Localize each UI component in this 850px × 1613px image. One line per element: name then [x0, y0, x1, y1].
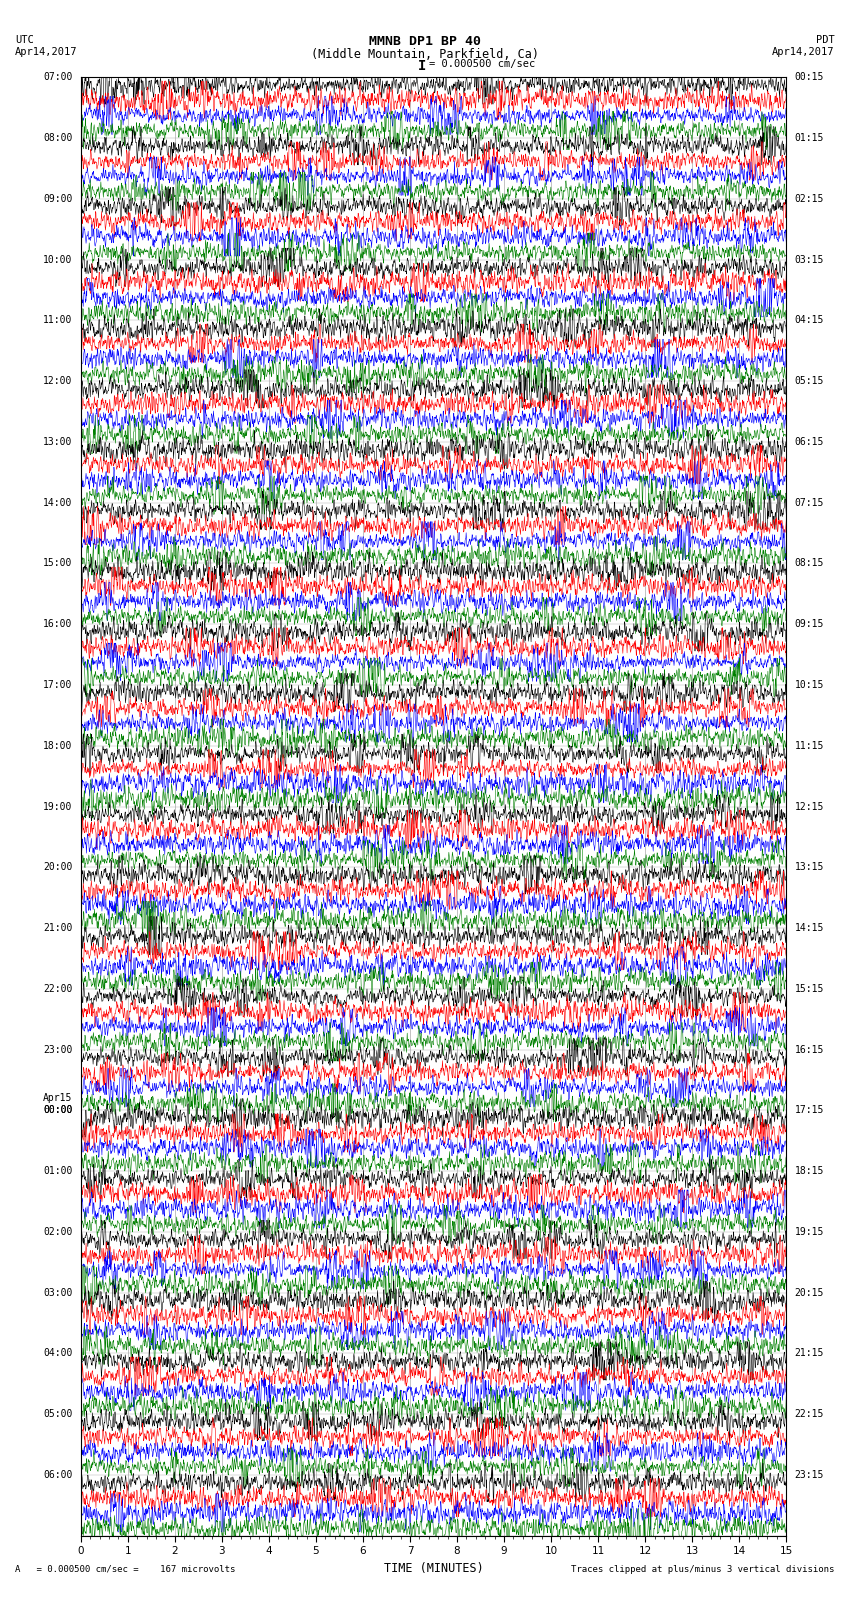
Text: 06:00: 06:00 — [42, 1469, 72, 1479]
Text: 00:15: 00:15 — [795, 73, 824, 82]
Text: Apr14,2017: Apr14,2017 — [15, 47, 78, 56]
Text: 22:15: 22:15 — [795, 1410, 824, 1419]
Text: 16:15: 16:15 — [795, 1045, 824, 1055]
Text: 21:15: 21:15 — [795, 1348, 824, 1358]
Text: 13:15: 13:15 — [795, 863, 824, 873]
Text: 12:00: 12:00 — [42, 376, 72, 386]
Text: 00:00: 00:00 — [42, 1105, 72, 1115]
Text: 02:15: 02:15 — [795, 194, 824, 203]
Text: 13:00: 13:00 — [42, 437, 72, 447]
Text: A   = 0.000500 cm/sec =    167 microvolts: A = 0.000500 cm/sec = 167 microvolts — [15, 1565, 235, 1574]
Text: 21:00: 21:00 — [42, 923, 72, 932]
Text: 23:15: 23:15 — [795, 1469, 824, 1479]
Text: MMNB DP1 BP 40: MMNB DP1 BP 40 — [369, 35, 481, 48]
Text: I: I — [418, 58, 427, 73]
Text: 15:00: 15:00 — [42, 558, 72, 568]
Text: 09:00: 09:00 — [42, 194, 72, 203]
Text: Apr14,2017: Apr14,2017 — [772, 47, 835, 56]
Text: 19:00: 19:00 — [42, 802, 72, 811]
Text: 17:00: 17:00 — [42, 681, 72, 690]
Text: = 0.000500 cm/sec: = 0.000500 cm/sec — [429, 58, 536, 69]
Text: 03:00: 03:00 — [42, 1287, 72, 1297]
Text: 14:00: 14:00 — [42, 498, 72, 508]
X-axis label: TIME (MINUTES): TIME (MINUTES) — [383, 1561, 484, 1574]
Text: 23:00: 23:00 — [42, 1045, 72, 1055]
Text: Traces clipped at plus/minus 3 vertical divisions: Traces clipped at plus/minus 3 vertical … — [571, 1565, 835, 1574]
Text: 17:15: 17:15 — [795, 1105, 824, 1115]
Text: 19:15: 19:15 — [795, 1227, 824, 1237]
Text: 14:15: 14:15 — [795, 923, 824, 932]
Text: 04:00: 04:00 — [42, 1348, 72, 1358]
Text: 07:15: 07:15 — [795, 498, 824, 508]
Text: 02:00: 02:00 — [42, 1227, 72, 1237]
Text: Apr15: Apr15 — [42, 1092, 72, 1103]
Text: 11:00: 11:00 — [42, 316, 72, 326]
Text: 22:00: 22:00 — [42, 984, 72, 994]
Text: PDT: PDT — [816, 35, 835, 45]
Text: 05:00: 05:00 — [42, 1410, 72, 1419]
Text: 00:00: 00:00 — [42, 1105, 72, 1115]
Text: 08:15: 08:15 — [795, 558, 824, 568]
Text: 20:15: 20:15 — [795, 1287, 824, 1297]
Text: UTC: UTC — [15, 35, 34, 45]
Text: 06:15: 06:15 — [795, 437, 824, 447]
Text: 08:00: 08:00 — [42, 134, 72, 144]
Text: 01:00: 01:00 — [42, 1166, 72, 1176]
Text: 01:15: 01:15 — [795, 134, 824, 144]
Text: 10:00: 10:00 — [42, 255, 72, 265]
Text: 10:15: 10:15 — [795, 681, 824, 690]
Text: 11:15: 11:15 — [795, 740, 824, 750]
Text: 18:15: 18:15 — [795, 1166, 824, 1176]
Text: 20:00: 20:00 — [42, 863, 72, 873]
Text: 07:00: 07:00 — [42, 73, 72, 82]
Text: 12:15: 12:15 — [795, 802, 824, 811]
Text: 03:15: 03:15 — [795, 255, 824, 265]
Text: (Middle Mountain, Parkfield, Ca): (Middle Mountain, Parkfield, Ca) — [311, 47, 539, 61]
Text: 09:15: 09:15 — [795, 619, 824, 629]
Text: 05:15: 05:15 — [795, 376, 824, 386]
Text: 04:15: 04:15 — [795, 316, 824, 326]
Text: 16:00: 16:00 — [42, 619, 72, 629]
Text: 15:15: 15:15 — [795, 984, 824, 994]
Text: 18:00: 18:00 — [42, 740, 72, 750]
